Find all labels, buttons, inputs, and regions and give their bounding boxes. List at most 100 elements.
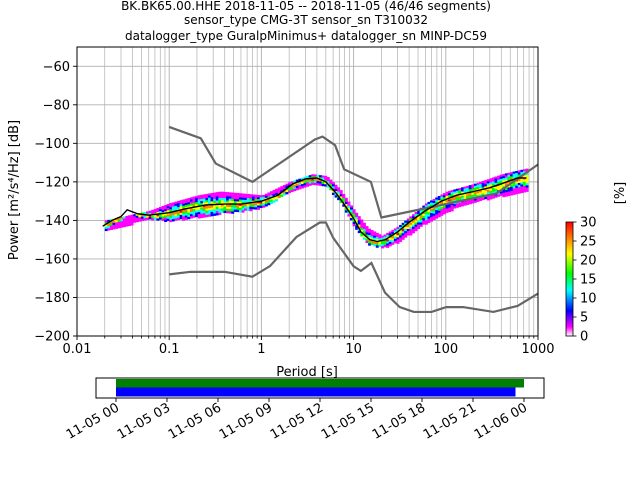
density-cell <box>164 204 168 208</box>
density-cell <box>522 190 526 193</box>
density-cell <box>391 242 395 245</box>
density-cell <box>220 197 224 201</box>
density-cell <box>112 222 116 226</box>
density-cell <box>218 208 222 211</box>
density-cell <box>115 222 119 225</box>
density-cell <box>275 199 279 202</box>
density-cell <box>489 190 493 194</box>
colorbar-tick-label: 20 <box>580 254 597 269</box>
title-line-3: datalogger_type GuralpMinimus+ datalogge… <box>125 29 487 43</box>
density-cell <box>236 193 240 196</box>
density-cell <box>347 214 351 217</box>
density-cell <box>362 237 366 240</box>
density-cell <box>481 191 485 194</box>
density-cell <box>208 193 211 196</box>
density-cell <box>269 201 273 204</box>
density-cell <box>239 199 242 202</box>
density-cell <box>362 222 366 226</box>
density-cell <box>177 211 181 214</box>
density-cell <box>184 200 188 204</box>
density-cell <box>166 216 170 219</box>
density-cell <box>375 237 379 240</box>
density-cell <box>249 202 253 205</box>
density-cell <box>311 178 315 181</box>
density-cell <box>383 242 387 246</box>
density-cell <box>355 214 359 218</box>
density-cell <box>146 217 150 220</box>
density-cell <box>244 193 248 197</box>
density-cell <box>489 195 493 198</box>
density-cell <box>220 206 224 209</box>
density-cell <box>120 217 124 220</box>
density-cell <box>171 217 175 220</box>
density-cell <box>517 178 521 182</box>
density-cell <box>360 219 364 222</box>
density-cell <box>213 200 217 204</box>
density-cell <box>409 218 413 221</box>
density-cell <box>502 173 506 177</box>
density-cell <box>347 207 351 211</box>
density-cell <box>290 187 294 190</box>
density-cell <box>479 190 483 193</box>
density-cell <box>285 185 289 189</box>
density-cell <box>161 208 165 211</box>
density-cell <box>458 198 462 201</box>
density-cell <box>522 185 526 189</box>
density-cell <box>205 193 209 197</box>
density-cell <box>437 208 441 211</box>
density-cell <box>251 198 255 201</box>
density-cell <box>246 204 250 207</box>
density-cell <box>448 203 452 206</box>
density-cell <box>169 215 173 218</box>
density-cell <box>481 180 485 184</box>
density-cell <box>450 202 454 206</box>
density-cell <box>360 234 364 237</box>
density-cell <box>378 236 382 239</box>
density-cell <box>355 216 359 220</box>
density-cell <box>427 214 431 217</box>
density-cell <box>473 192 477 195</box>
density-cell <box>316 174 320 178</box>
density-cell <box>510 188 514 192</box>
density-cell <box>218 191 222 194</box>
density-cell <box>515 187 519 191</box>
density-cell <box>337 197 341 201</box>
density-cell <box>195 197 199 201</box>
density-cell <box>189 205 193 208</box>
density-cell <box>442 209 446 213</box>
density-cell <box>293 188 297 192</box>
density-cell <box>512 173 516 176</box>
density-cell <box>257 194 261 198</box>
density-cell <box>174 201 178 204</box>
density-cell <box>182 218 186 221</box>
density-cell <box>189 203 193 206</box>
density-cell <box>308 181 312 184</box>
density-cell <box>378 240 382 243</box>
density-cell <box>275 192 279 196</box>
density-cell <box>486 198 490 201</box>
density-cell <box>424 222 428 225</box>
density-cell <box>515 175 519 178</box>
density-cell <box>264 199 268 203</box>
density-cell <box>463 186 467 189</box>
density-cell <box>205 200 209 203</box>
density-cell <box>437 200 441 203</box>
density-cell <box>158 217 162 220</box>
density-cell <box>171 208 175 211</box>
density-cell <box>442 197 446 200</box>
density-cell <box>404 226 408 230</box>
density-cell <box>109 225 113 228</box>
density-cell <box>179 212 183 216</box>
density-cell <box>489 197 493 200</box>
density-cell <box>189 216 193 219</box>
density-cell <box>417 216 421 219</box>
density-cell <box>208 195 211 198</box>
density-cell <box>360 229 364 233</box>
density-cell <box>171 219 175 222</box>
y-axis: −60 −80 −100 −120 −140 −160 −180 −200 <box>34 60 77 345</box>
density-cell <box>396 235 400 238</box>
density-cell <box>355 221 359 224</box>
density-cell <box>251 207 255 210</box>
density-cell <box>104 226 108 229</box>
